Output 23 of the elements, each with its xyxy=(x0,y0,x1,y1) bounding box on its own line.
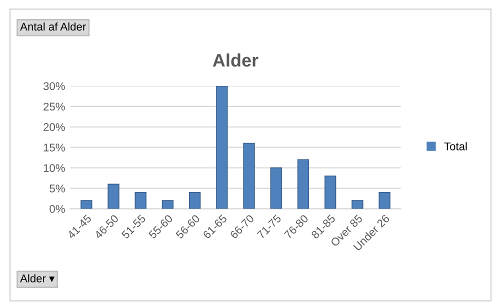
bar xyxy=(270,167,282,209)
bar xyxy=(216,86,228,209)
bar xyxy=(324,176,336,209)
y-tick-label: 25% xyxy=(44,102,65,111)
bar xyxy=(352,200,364,209)
bar xyxy=(188,192,201,209)
y-tick-label: 0% xyxy=(50,205,65,213)
bar xyxy=(243,142,255,209)
y-tick-label: 15% xyxy=(44,144,65,152)
bar xyxy=(80,200,92,209)
bar xyxy=(134,192,146,209)
bar xyxy=(108,184,120,209)
text: Alder ▾ xyxy=(20,274,55,282)
y-tick-label: 30% xyxy=(43,82,65,90)
legend-label: Total xyxy=(444,142,467,150)
y-tick-label: 20% xyxy=(44,123,65,132)
bar xyxy=(297,159,310,209)
y-tick-label: 10% xyxy=(44,164,65,172)
bar xyxy=(162,200,174,209)
chart-title: Alder xyxy=(212,53,258,67)
text: Antal af Alder xyxy=(20,22,86,31)
bar xyxy=(378,192,390,209)
y-tick-label: 5% xyxy=(50,184,65,192)
